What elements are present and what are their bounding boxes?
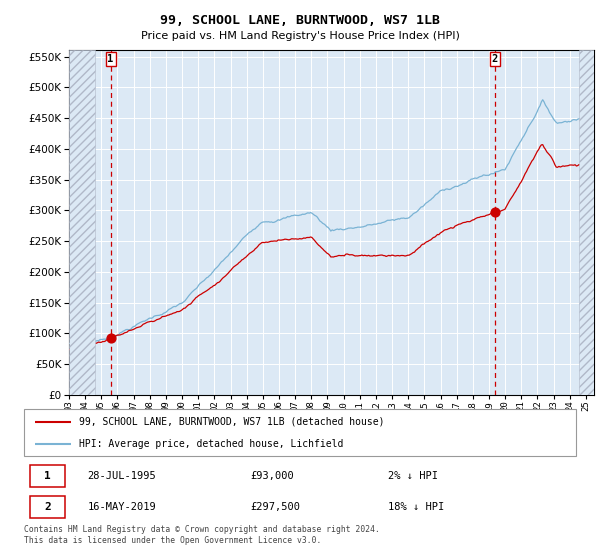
Text: £297,500: £297,500 (250, 502, 301, 512)
FancyBboxPatch shape (24, 409, 576, 456)
Text: Price paid vs. HM Land Registry's House Price Index (HPI): Price paid vs. HM Land Registry's House … (140, 31, 460, 41)
Text: 1: 1 (107, 54, 113, 64)
Text: 28-JUL-1995: 28-JUL-1995 (88, 471, 156, 481)
Text: Contains HM Land Registry data © Crown copyright and database right 2024.
This d: Contains HM Land Registry data © Crown c… (24, 525, 380, 545)
Text: £93,000: £93,000 (250, 471, 294, 481)
Point (106, 333, 115, 342)
Point (490, 207, 500, 216)
Text: 18% ↓ HPI: 18% ↓ HPI (388, 502, 445, 512)
Text: 2: 2 (492, 54, 498, 64)
Text: 99, SCHOOL LANE, BURNTWOOD, WS7 1LB (detached house): 99, SCHOOL LANE, BURNTWOOD, WS7 1LB (det… (79, 417, 385, 427)
Text: 2: 2 (44, 502, 51, 512)
Text: 16-MAY-2019: 16-MAY-2019 (88, 502, 156, 512)
Text: 1: 1 (44, 471, 51, 481)
FancyBboxPatch shape (29, 465, 65, 487)
Text: 99, SCHOOL LANE, BURNTWOOD, WS7 1LB: 99, SCHOOL LANE, BURNTWOOD, WS7 1LB (160, 14, 440, 27)
FancyBboxPatch shape (29, 496, 65, 518)
Text: HPI: Average price, detached house, Lichfield: HPI: Average price, detached house, Lich… (79, 438, 344, 449)
Text: 2% ↓ HPI: 2% ↓ HPI (388, 471, 439, 481)
